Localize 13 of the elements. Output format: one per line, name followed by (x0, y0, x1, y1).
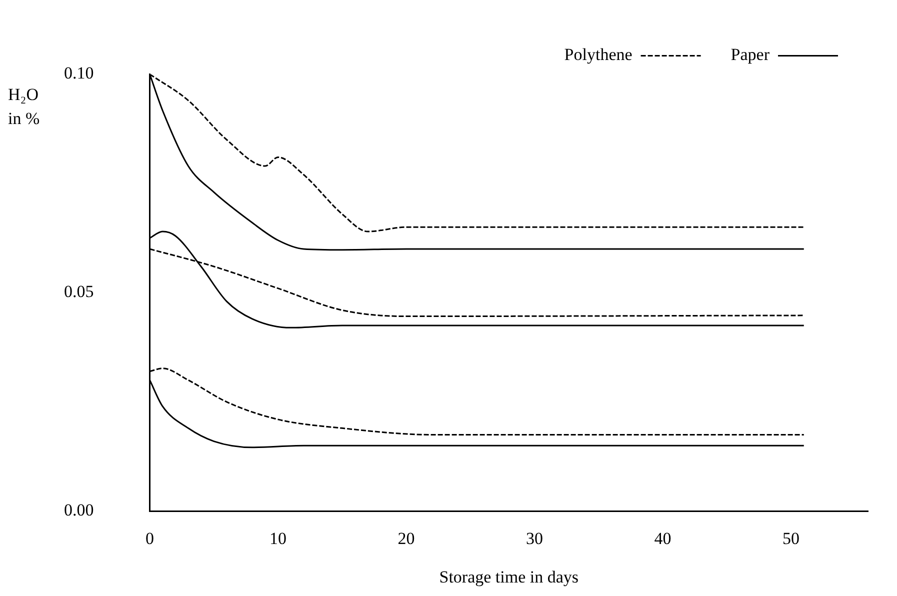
x-tick-label: 20 (398, 528, 415, 548)
x-axis-title: Storage time in days (439, 567, 579, 586)
legend-label: Paper (730, 45, 770, 64)
y-tick-label: 0.05 (64, 282, 94, 302)
y-tick-label: 0.10 (64, 64, 94, 83)
x-tick-label: 50 (782, 528, 800, 548)
y-axis-title: H₂O in % (8, 84, 41, 130)
x-tick-label: 30 (526, 528, 544, 548)
x-tick-label: 40 (654, 528, 672, 548)
y-tick-label: 0.00 (64, 500, 94, 520)
x-tick-label: 10 (270, 528, 287, 548)
legend-label: Polythene (564, 45, 632, 64)
x-tick-label: 0 (146, 528, 154, 548)
